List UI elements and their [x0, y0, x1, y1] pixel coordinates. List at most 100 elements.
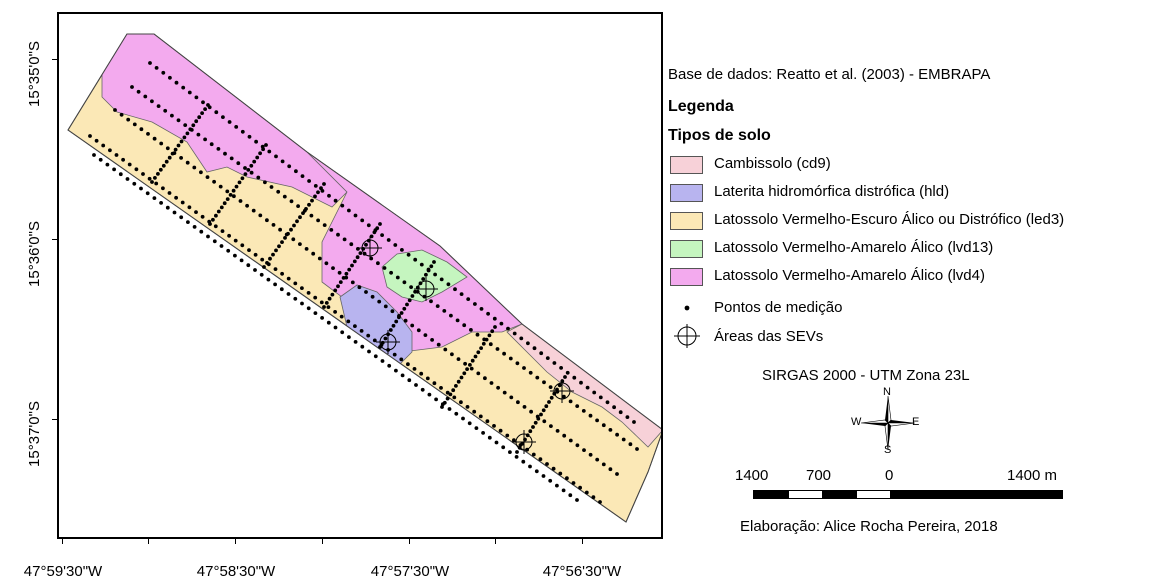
measurement-point — [255, 155, 260, 160]
measurement-point — [341, 276, 346, 280]
measurement-point — [183, 123, 188, 127]
measurement-point — [338, 280, 343, 284]
measurement-point — [197, 115, 202, 120]
measurement-point — [179, 139, 184, 144]
measurement-point — [125, 177, 130, 181]
measurement-point — [167, 155, 172, 160]
measurement-point — [167, 191, 172, 195]
measurement-point — [311, 251, 316, 256]
measurement-point — [469, 328, 473, 332]
measurement-point — [502, 351, 506, 356]
measurement-point — [147, 176, 152, 181]
measurement-point — [373, 354, 378, 359]
measurement-point — [350, 263, 354, 268]
measurement-point — [512, 331, 517, 336]
measurement-point — [414, 383, 418, 387]
measurement-point — [156, 172, 160, 176]
measurement-point — [132, 122, 137, 127]
measurement-point — [548, 478, 553, 483]
measurement-point — [419, 371, 424, 376]
measurement-point — [294, 169, 298, 174]
measurement-point — [258, 213, 263, 218]
legend-label-lvd4: Latossolo Vermelho-Amarelo Álico (lvd4) — [714, 267, 985, 284]
measurement-point — [380, 359, 385, 363]
measurement-point — [486, 311, 490, 316]
measurement-point — [187, 205, 192, 210]
measurement-point — [551, 466, 556, 471]
measurement-point — [185, 160, 190, 165]
measurement-point — [387, 363, 392, 368]
measurement-point — [388, 328, 393, 332]
measurement-point — [301, 211, 305, 216]
swatch-lvd13 — [670, 240, 703, 258]
measurement-point — [326, 305, 331, 309]
lon-label-1: 47°59'30"W — [23, 563, 103, 580]
measurement-point — [179, 215, 184, 220]
measurement-point — [421, 277, 426, 281]
measurement-point — [200, 111, 205, 115]
measurement-point — [113, 108, 117, 112]
measurement-point — [161, 163, 166, 168]
measurement-point — [130, 85, 134, 89]
measurement-point — [378, 222, 382, 226]
measurement-point — [226, 248, 231, 253]
measurement-point — [174, 195, 179, 200]
measurement-point — [127, 162, 132, 167]
measurement-point — [199, 229, 204, 234]
measurement-point — [579, 380, 583, 385]
measurement-point — [347, 335, 351, 339]
measurement-point — [209, 142, 214, 147]
measurement-point — [456, 357, 461, 361]
measurement-point — [432, 260, 436, 264]
measurement-point — [239, 258, 244, 263]
measurement-point — [440, 405, 444, 409]
scale-label-1400-right: 1400 m — [1007, 467, 1058, 484]
measurement-point — [98, 157, 103, 162]
legend-title: Legenda — [668, 98, 734, 115]
measurement-point — [394, 319, 399, 324]
measurement-point — [316, 190, 320, 195]
measurement-point — [234, 125, 239, 129]
measurement-point — [383, 336, 388, 341]
measurement-point — [393, 243, 398, 247]
measurement-point — [188, 127, 193, 132]
measurement-point — [526, 341, 530, 346]
measurement-point — [165, 205, 170, 210]
measurement-point — [474, 426, 479, 430]
measurement-point — [455, 318, 460, 323]
lat-label-1: 15°35'0"S — [26, 41, 43, 107]
legend-label-cd9: Cambissolo (cd9) — [714, 155, 831, 172]
measurement-point — [535, 375, 540, 380]
measurement-point — [112, 167, 116, 172]
measurement-point — [339, 314, 344, 319]
measurement-point — [372, 230, 377, 235]
measurement-point — [490, 329, 495, 334]
measurement-point — [132, 181, 137, 186]
measurement-point — [172, 210, 177, 215]
measurement-point — [528, 464, 532, 469]
measurement-point — [436, 342, 441, 347]
measurement-point — [344, 271, 349, 276]
measurement-point — [372, 338, 377, 343]
measurement-point — [549, 395, 554, 400]
measurement-point — [319, 186, 323, 191]
sev-markers — [358, 236, 574, 454]
measurement-point — [300, 286, 304, 290]
measurement-point — [375, 226, 380, 231]
measurement-points — [88, 61, 639, 504]
measurement-point — [247, 134, 252, 139]
measurement-point — [227, 120, 232, 124]
measurement-point — [289, 227, 293, 232]
measurement-point — [307, 202, 311, 207]
measurement-point — [446, 282, 451, 287]
measurement-point — [601, 423, 606, 428]
measurement-point — [558, 471, 563, 476]
measurement-point — [306, 291, 311, 295]
measurement-point — [287, 164, 292, 169]
measurement-point — [439, 386, 443, 390]
lat-label-2: 15°36'0"S — [26, 221, 43, 287]
measurement-point — [273, 267, 278, 271]
measurement-point — [336, 284, 340, 289]
measurement-point — [192, 225, 197, 229]
measurement-point — [608, 428, 613, 432]
